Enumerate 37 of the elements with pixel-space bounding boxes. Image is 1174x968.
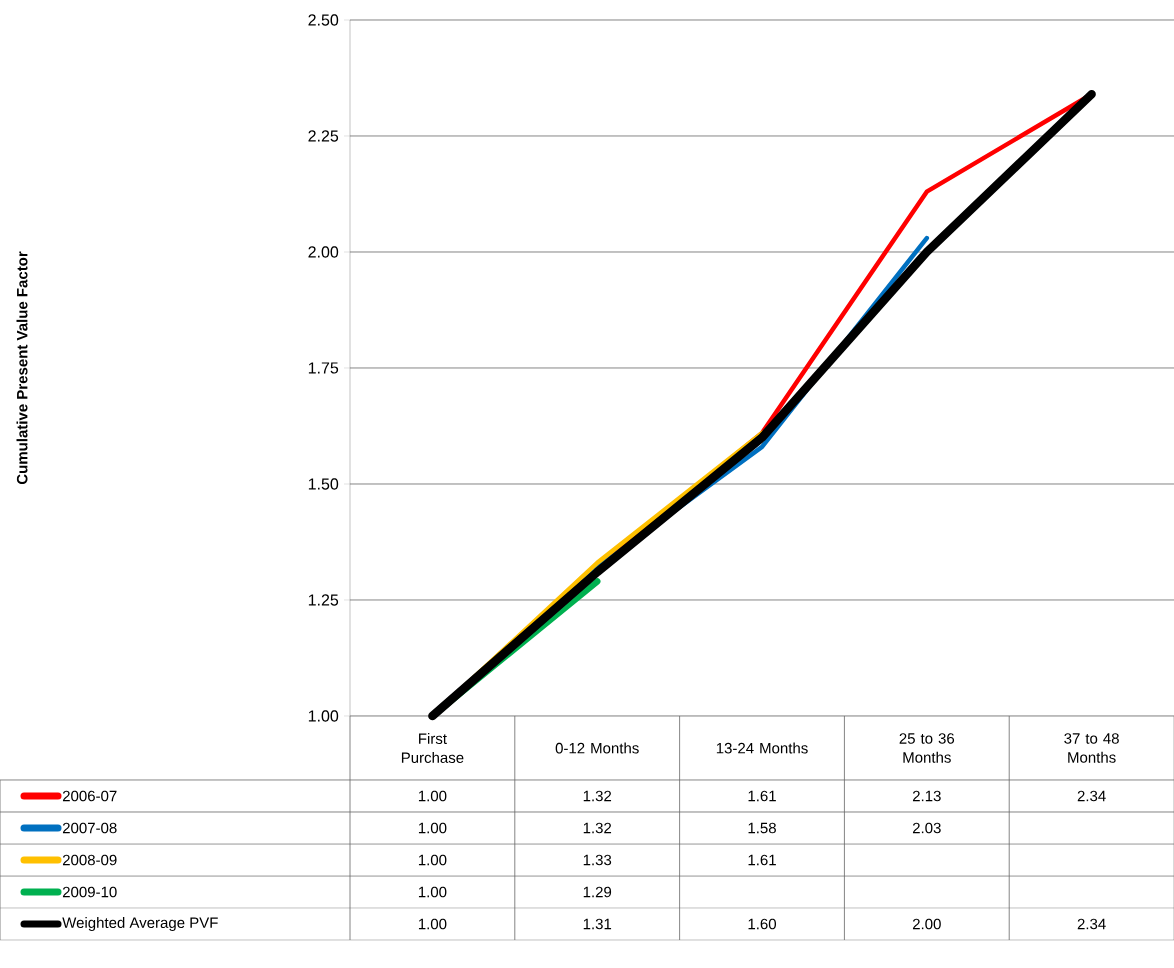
data-label: 1.32 [583,822,612,834]
x-tick-label: 13-24 Months [716,742,808,754]
legend-label: 2008-09 [62,854,117,866]
data-label: 1.60 [748,918,777,930]
data-label: 2.34 [1077,918,1106,930]
y-tick-label: 2.00 [308,246,339,258]
data-label: 2.03 [912,822,941,834]
data-label: 1.00 [418,822,447,834]
data-label: 1.32 [583,790,612,802]
y-tick-label: 1.75 [308,362,339,374]
text: Cumulative Present Value Factor [16,251,28,485]
data-label: 1.58 [748,822,776,834]
x-tick-label: 0-12 Months [555,742,639,754]
x-tick-label: 25 to 36 Months [899,733,955,763]
x-tick-label: First Purchase [401,732,464,763]
data-label: 1.31 [583,918,612,930]
data-label: 1.00 [418,790,447,802]
y-tick-label: 1.00 [308,710,339,722]
legend-label: 2007-08 [62,822,117,834]
data-label: 1.61 [748,790,776,802]
data-label: 2.34 [1077,790,1106,802]
legend-label: 2006-07 [62,790,117,802]
y-tick-label: 2.50 [308,14,339,26]
data-label: 1.61 [748,854,776,866]
data-label: 1.29 [583,886,612,898]
data-label: 1.00 [418,918,447,930]
y-tick-label: 1.50 [308,478,339,490]
y-tick-label: 2.25 [308,130,339,142]
data-label: 2.00 [912,918,941,930]
legend-label: Weighted Average PVF [62,916,218,931]
data-label: 1.33 [583,854,612,866]
data-label: 1.00 [418,854,447,866]
data-label: 2.13 [912,790,941,802]
y-tick-label: 1.25 [308,594,339,606]
x-tick-label: 37 to 48 Months [1064,733,1119,763]
data-label: 1.00 [418,886,447,898]
legend-label: 2009-10 [62,886,117,898]
